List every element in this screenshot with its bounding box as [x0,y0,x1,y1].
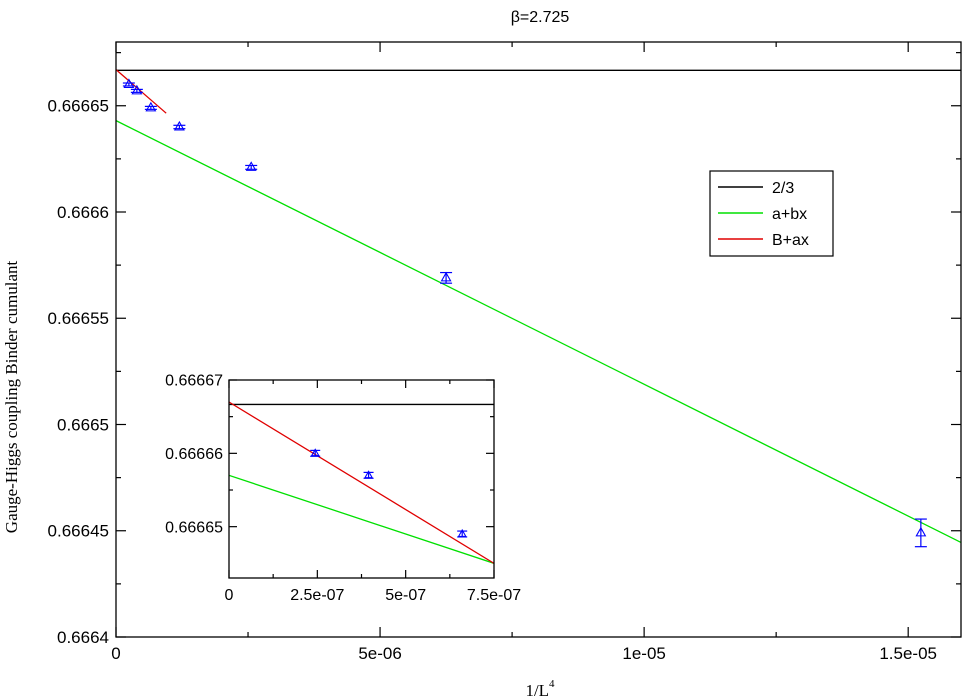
x-axis-label-superscript: 4 [549,678,555,690]
main-series-layer [116,69,961,544]
main-y-tick-label: 0.66665 [48,97,109,116]
inset-y-tick-label: 0.66666 [165,446,223,463]
main-fit-line-a-bx [116,120,961,544]
main-x-tick-label: 5e-06 [358,644,401,663]
inset-plot-background [229,380,494,578]
main-plot-frame [115,41,962,638]
main-fit-line-b-ax [116,69,167,114]
main-triangle-marker [123,78,135,89]
inset-x-tick-label: 7.5e-07 [467,587,521,604]
main-data-point [122,78,135,89]
main-triangle-marker [245,161,257,171]
chart-title: β=2.725 [511,9,570,26]
inset-triangle-marker [364,470,374,479]
inset-x-tick-label: 5e-07 [385,587,426,604]
main-x-tick-label: 1e-05 [622,644,665,663]
inset-x-tick-label: 2.5e-07 [290,587,344,604]
inset-fit-line-b-ax [229,401,494,564]
inset-triangle-marker [457,528,467,537]
main-y-tick-label: 0.6664 [57,628,109,647]
inset-plot-area: 0 2.5e-07 5e-07 7.5e-07 0.66665 0.66666 0.6666… [165,373,521,604]
inset-x-tick-label: 0 [225,587,234,604]
inset-data-point [310,448,321,457]
main-x-tick-label: 1.5e-05 [879,644,937,663]
main-triangle-marker [440,271,452,282]
main-data-point [440,271,453,284]
x-axis-label-base: 1/L [525,681,549,700]
legend-label: B+ax [772,232,809,249]
main-y-tick-label: 0.6665 [57,415,109,434]
main-triangle-marker [145,101,157,112]
inset-data-point [457,528,468,538]
main-data-point [914,518,927,548]
inset-y-tick-label: 0.66665 [165,519,223,536]
legend-entry-b-ax: B+ax [718,232,809,249]
legend-entry-two-thirds: 2/3 [718,180,794,197]
inset-triangle-marker [310,448,320,457]
main-data-point [130,84,143,95]
main-plot-area: 0 5e-06 1e-05 1.5e-05 0.6664 0.66645 0.6665 0.6… [48,41,962,663]
main-x-tick-label: 0 [111,644,120,663]
main-data-point [144,101,157,112]
main-data-point [245,161,258,171]
main-y-tick-label: 0.6666 [57,203,109,222]
main-triangle-marker [173,120,185,131]
main-y-tick-label: 0.66655 [48,309,109,328]
legend: 2/3 a+bx B+ax [709,170,834,257]
main-y-tick-label: 0.66645 [48,522,109,541]
main-triangle-marker [915,526,927,537]
inset-y-tick-label: 0.66667 [165,373,223,390]
legend-entry-a-bx: a+bx [718,206,807,223]
legend-label: 2/3 [772,180,794,197]
legend-label: a+bx [772,206,807,223]
inset-fit-line-a-bx [229,474,494,564]
main-data-point [173,120,186,131]
inset-series-layer [229,401,494,564]
inset-data-point [363,470,374,479]
x-axis-label: 1/L4 [525,678,555,700]
main-triangle-marker [131,84,143,95]
y-axis-label: Gauge-Higgs coupling Binder cumulant [2,261,21,534]
